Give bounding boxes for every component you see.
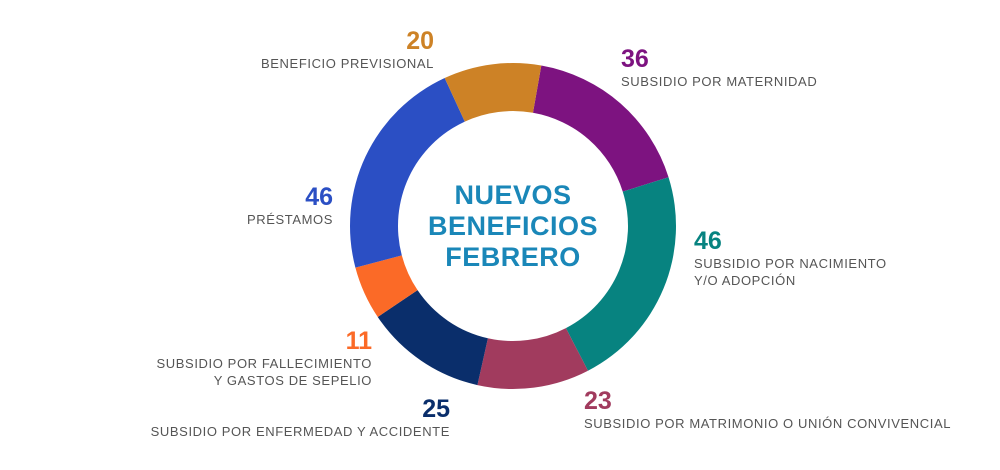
name-subsidio-fallecimiento-line-2: Y GASTOS DE SEPELIO bbox=[213, 373, 372, 388]
label-subsidio-nacimiento: 46 SUBSIDIO POR NACIMIENTO Y/O ADOPCIÓN bbox=[694, 227, 887, 289]
value-prestamos: 46 bbox=[305, 183, 333, 211]
value-subsidio-maternidad: 36 bbox=[621, 45, 649, 73]
label-subsidio-enfermedad: 25 SUBSIDIO POR ENFERMEDAD Y ACCIDENTE bbox=[151, 395, 450, 440]
label-subsidio-fallecimiento: 11 SUBSIDIO POR FALLECIMIENTO Y GASTOS D… bbox=[157, 327, 372, 389]
donut-slice-3 bbox=[477, 328, 588, 389]
name-subsidio-nacimiento-line-1: SUBSIDIO POR NACIMIENTO bbox=[694, 256, 887, 271]
donut-slice-6 bbox=[349, 78, 465, 268]
label-beneficio-previsional: 20 BENEFICIO PREVISIONAL bbox=[261, 27, 434, 72]
name-subsidio-nacimiento-line-2: Y/O ADOPCIÓN bbox=[694, 273, 796, 288]
name-subsidio-fallecimiento-line-1: SUBSIDIO POR FALLECIMIENTO bbox=[156, 356, 372, 371]
value-subsidio-matrimonio: 23 bbox=[584, 387, 612, 415]
name-beneficio-previsional: BENEFICIO PREVISIONAL bbox=[261, 56, 434, 71]
center-title-line-3: FEBRERO bbox=[445, 242, 581, 272]
name-subsidio-matrimonio: SUBSIDIO POR MATRIMONIO O UNIÓN CONVIVEN… bbox=[584, 416, 952, 431]
donut-slice-2 bbox=[565, 177, 676, 371]
value-subsidio-enfermedad: 25 bbox=[422, 395, 450, 423]
label-subsidio-matrimonio: 23 SUBSIDIO POR MATRIMONIO O UNIÓN CONVI… bbox=[584, 387, 951, 432]
label-subsidio-maternidad: 36 SUBSIDIO POR MATERNIDAD bbox=[621, 45, 817, 90]
center-title-line-1: NUEVOS bbox=[454, 180, 572, 210]
donut-slice-4 bbox=[377, 290, 488, 386]
center-title-line-2: BENEFICIOS bbox=[427, 211, 599, 241]
value-subsidio-nacimiento: 46 bbox=[694, 227, 722, 255]
name-prestamos: PRÉSTAMOS bbox=[246, 212, 333, 227]
chart-center-title: NUEVOS BENEFICIOS FEBRERO bbox=[413, 180, 613, 273]
label-prestamos: 46 PRÉSTAMOS bbox=[247, 183, 333, 228]
value-subsidio-fallecimiento: 11 bbox=[345, 327, 372, 355]
donut-slice-1 bbox=[532, 65, 669, 192]
name-subsidio-maternidad: SUBSIDIO POR MATERNIDAD bbox=[621, 74, 818, 89]
name-subsidio-enfermedad: SUBSIDIO POR ENFERMEDAD Y ACCIDENTE bbox=[150, 424, 450, 439]
value-beneficio-previsional: 20 bbox=[406, 27, 434, 55]
donut-slice-5 bbox=[355, 255, 418, 317]
donut-slice-7 bbox=[444, 63, 542, 122]
